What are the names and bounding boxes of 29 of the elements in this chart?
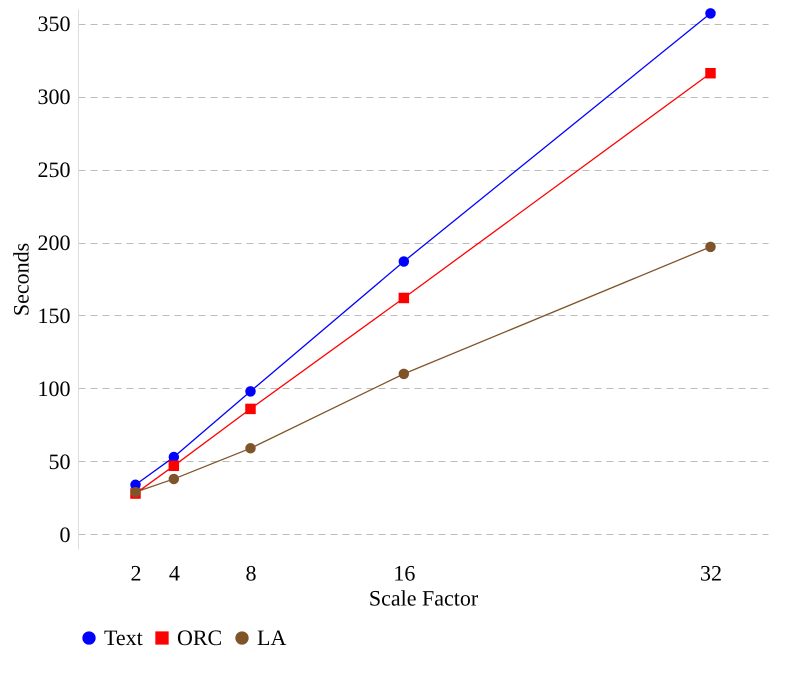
- y-tick-label: 350: [38, 11, 70, 36]
- legend-label: LA: [257, 625, 286, 650]
- point: [245, 443, 256, 454]
- point: [398, 256, 410, 267]
- point: [398, 292, 410, 304]
- point: [705, 242, 716, 252]
- x-tick-label: 16: [393, 560, 416, 586]
- y-tick-label: 100: [38, 376, 70, 401]
- x-tick-label: 2: [130, 560, 142, 586]
- point: [245, 386, 256, 397]
- y-tick-label: 50: [48, 448, 70, 474]
- point: [705, 68, 716, 78]
- point: [705, 8, 716, 19]
- y-tick-label: 0: [60, 522, 70, 547]
- x-axis-title: Scale Factor: [368, 586, 479, 610]
- y-tick-label: 300: [38, 84, 70, 110]
- point: [398, 368, 410, 380]
- point: [168, 460, 180, 472]
- x-tick-label: 8: [246, 560, 256, 586]
- x-tick-label: 4: [168, 560, 180, 586]
- point: [168, 474, 180, 484]
- point: [245, 404, 256, 414]
- x-tick-label: 32: [700, 560, 722, 586]
- legend-label: Text: [104, 625, 143, 650]
- y-tick-label: 150: [38, 302, 70, 328]
- y-tick-label: 250: [38, 157, 70, 182]
- y-axis-title: Seconds: [8, 242, 34, 316]
- legend-label: ORC: [177, 625, 222, 650]
- y-tick-label: 200: [38, 230, 70, 256]
